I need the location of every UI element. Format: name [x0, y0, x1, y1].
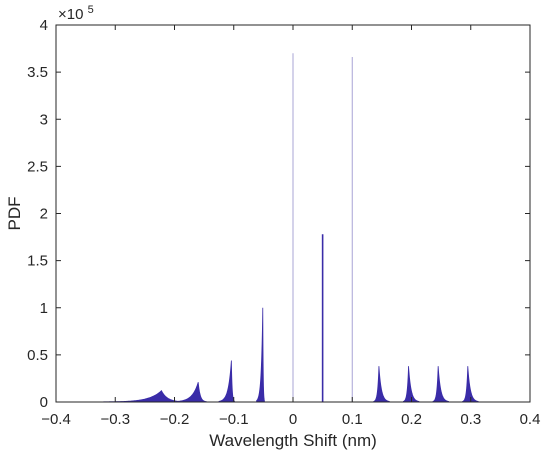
y-axis-exponent-power: 5 — [88, 4, 94, 16]
y-tick-label: 2 — [40, 206, 48, 223]
y-axis-exponent: ×10 5 — [58, 4, 94, 23]
x-tick-label: −0.4 — [41, 411, 71, 428]
peak-mark-7 — [373, 366, 390, 403]
y-tick-label: 1 — [40, 300, 48, 317]
x-tick-label: −0.2 — [160, 411, 190, 428]
y-tick-label: 4 — [40, 17, 48, 34]
x-tick-label: 0.1 — [342, 411, 363, 428]
axes-layer — [55, 24, 531, 403]
x-tick-label: 0.2 — [401, 411, 422, 428]
x-axis-title: Wavelength Shift (nm) — [209, 431, 377, 450]
peak-mark-1 — [172, 382, 207, 403]
x-tick-label: 0.4 — [520, 411, 541, 428]
y-axis-exponent-base: ×10 — [58, 6, 83, 23]
y-tick-label: 2.5 — [27, 158, 48, 175]
y-tick-label: 0 — [40, 394, 48, 411]
x-tick-label: −0.1 — [219, 411, 249, 428]
x-tick-label: 0.3 — [460, 411, 481, 428]
x-tick-label: −0.3 — [100, 411, 130, 428]
peak-mark-8 — [402, 366, 420, 403]
peak-mark-10 — [462, 366, 479, 403]
peak-mark-2 — [218, 360, 235, 403]
y-axis-title: PDF — [5, 197, 24, 231]
y-tick-label: 0.5 — [27, 347, 48, 364]
peak-mark-9 — [432, 366, 449, 403]
y-tick-label: 1.5 — [27, 253, 48, 270]
y-tick-label: 3.5 — [27, 64, 48, 81]
peak-mark-3 — [256, 307, 265, 403]
y-tick-label: 3 — [40, 111, 48, 128]
peaks-layer — [103, 53, 479, 403]
text-layer: Wavelength Shift (nm) PDF ×10 5 −0.4 −0.3… — [5, 4, 540, 450]
x-tick-label: 0 — [289, 411, 297, 428]
